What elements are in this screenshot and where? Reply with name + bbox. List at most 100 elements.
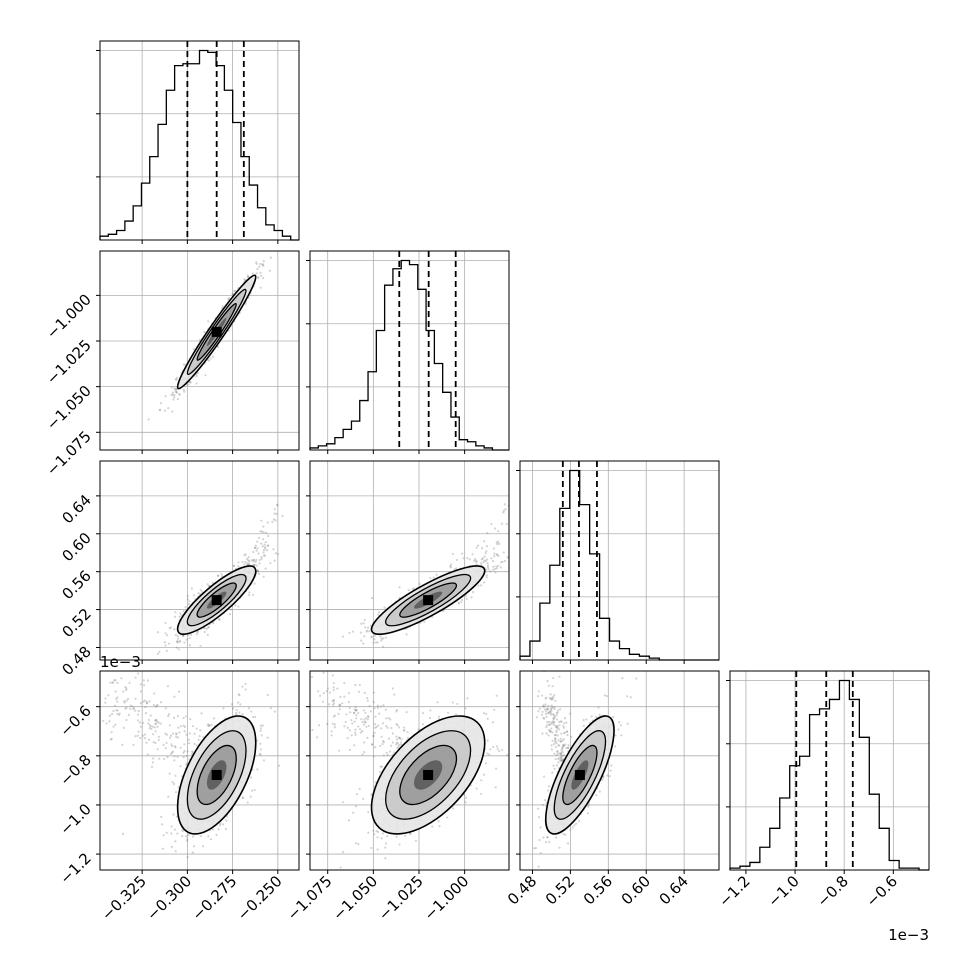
sample-point (547, 734, 550, 737)
sample-point (191, 725, 195, 728)
sample-point (363, 635, 366, 638)
sample-point (354, 709, 358, 712)
sample-point (367, 724, 371, 728)
sample-point (347, 700, 350, 704)
sample-point (321, 700, 325, 703)
sample-point (534, 846, 537, 850)
sample-point (386, 835, 389, 838)
sample-point (148, 726, 151, 730)
sample-point (382, 637, 385, 640)
sample-point (614, 734, 617, 737)
sample-point (209, 357, 212, 360)
sample-point (374, 715, 377, 718)
sample-point (275, 512, 278, 515)
sample-point (267, 534, 270, 538)
sample-point (446, 711, 450, 714)
sample-point (261, 263, 264, 266)
sample-point (502, 551, 505, 554)
sample-point (237, 565, 240, 568)
sample-point (390, 744, 393, 747)
sample-point (605, 694, 609, 698)
sample-point (244, 560, 247, 564)
sample-point (121, 743, 124, 746)
sample-point (370, 597, 374, 600)
sample-point (175, 646, 179, 649)
sample-point (179, 725, 183, 728)
sample-point (182, 388, 185, 391)
sample-point (170, 832, 173, 835)
sample-point (156, 725, 159, 728)
sample-point (358, 683, 361, 687)
sample-point (366, 718, 369, 721)
sample-point (354, 805, 358, 808)
sample-point (405, 633, 408, 636)
sample-point (260, 530, 263, 533)
sample-point (142, 684, 146, 687)
sample-point (118, 712, 121, 715)
sample-point (327, 703, 331, 706)
sample-point (195, 373, 198, 376)
sample-point (174, 611, 177, 614)
sample-point (170, 845, 173, 849)
sample-point (154, 719, 157, 722)
sample-point (362, 797, 365, 801)
sample-point (257, 572, 261, 576)
sample-point (263, 546, 267, 549)
sample-point (543, 717, 546, 720)
sample-point (258, 562, 261, 565)
sample-point (152, 741, 155, 744)
sample-point (475, 546, 478, 549)
sample-point (249, 795, 252, 798)
sample-point (125, 688, 128, 692)
sample-point (365, 630, 368, 633)
sample-point (366, 696, 369, 700)
sample-point (486, 562, 489, 565)
sample-point (208, 724, 211, 727)
sample-point (153, 726, 156, 729)
sample-point (603, 694, 606, 697)
sample-point (351, 722, 354, 725)
sample-point (281, 514, 284, 518)
sample-point (171, 391, 174, 394)
sample-point (253, 558, 256, 561)
sample-point (550, 748, 553, 751)
sample-point (485, 574, 488, 577)
sample-point (462, 557, 465, 560)
density-peak (211, 595, 222, 606)
sample-point (255, 262, 258, 265)
sample-point (127, 713, 130, 716)
sample-point (219, 824, 222, 827)
sample-point (498, 542, 501, 545)
sample-point (355, 793, 359, 796)
sample-point (362, 622, 365, 625)
sample-point (493, 708, 496, 711)
sample-point (449, 566, 453, 569)
sample-point (341, 635, 345, 638)
sample-point (247, 556, 250, 559)
sample-point (175, 378, 178, 382)
sample-point (180, 834, 184, 838)
sample-point (109, 681, 112, 684)
sample-point (244, 553, 247, 556)
sample-point (129, 704, 132, 707)
sample-point (111, 681, 114, 684)
sample-point (485, 712, 488, 716)
sample-point (464, 801, 467, 804)
density-peak (423, 595, 434, 606)
sample-point (122, 690, 125, 693)
sample-point (310, 675, 314, 679)
density-peak (211, 326, 222, 337)
sample-point (271, 520, 274, 524)
sample-point (159, 408, 162, 411)
sample-point (230, 703, 233, 706)
sample-point (480, 558, 483, 561)
sample-point (104, 701, 107, 704)
sample-point (128, 681, 131, 684)
sample-point (247, 559, 250, 562)
sample-point (480, 792, 483, 796)
sample-point (257, 276, 260, 279)
sample-point (412, 587, 415, 590)
sample-point (116, 700, 119, 703)
sample-point (348, 729, 352, 732)
sample-point (501, 748, 504, 751)
